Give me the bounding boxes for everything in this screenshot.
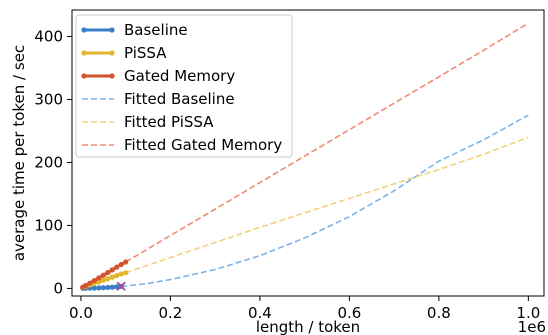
- data-point-gated-memory: [87, 280, 93, 286]
- fitted-series-group: [121, 22, 529, 288]
- x-tick-label: 0.4: [248, 304, 272, 322]
- x-tick-label: 0.8: [427, 304, 451, 322]
- marker-group: [116, 281, 126, 291]
- legend-item-fitted-gated-memory: Fitted Gated Memory: [82, 136, 282, 154]
- data-point-gated-memory: [109, 267, 115, 273]
- legend-swatch-marker: [109, 73, 115, 79]
- legend-swatch-marker: [109, 50, 115, 56]
- x-tick-label: 0.6: [337, 304, 361, 322]
- legend-label: Gated Memory: [124, 67, 235, 85]
- legend-item-fitted-pissa: Fitted PiSSA: [82, 113, 214, 131]
- data-point-baseline: [109, 284, 115, 290]
- data-point-pissa: [118, 271, 124, 277]
- data-point-baseline: [105, 284, 111, 291]
- legend: Baseline PiSSA Gated Memory Fitted Baseline…: [75, 14, 293, 158]
- x-axis-offset-text: 1e6: [518, 318, 546, 335]
- y-tick-label: 400: [34, 27, 63, 45]
- legend-label: Fitted Baseline: [124, 90, 235, 108]
- data-point-baseline: [114, 284, 120, 290]
- data-point-baseline: [100, 285, 106, 291]
- data-point-pissa: [109, 274, 115, 280]
- data-point-gated-memory: [114, 264, 120, 270]
- data-point-pissa: [96, 279, 102, 285]
- data-point-pissa: [123, 270, 129, 276]
- x-axis-label: length / token: [256, 318, 360, 335]
- data-point-gated-memory: [100, 272, 106, 278]
- legend-item-pissa: PiSSA: [81, 44, 167, 62]
- measured-series-group: [80, 259, 129, 291]
- legend-label: PiSSA: [124, 44, 167, 62]
- data-point-gated-memory: [105, 269, 111, 276]
- legend-item-baseline: Baseline: [81, 21, 188, 39]
- y-tick-label: 100: [34, 216, 63, 234]
- data-point-gated-memory: [96, 275, 102, 281]
- y-axis-label: average time per token / sec: [10, 45, 28, 261]
- legend-label: Fitted Gated Memory: [124, 136, 282, 154]
- legend-swatch-marker: [81, 73, 87, 79]
- x-tick-label: 1.0: [516, 304, 540, 322]
- y-tick-label: 0: [53, 279, 63, 297]
- legend-swatch-marker: [109, 27, 115, 33]
- x-tick-label: 0.0: [69, 304, 93, 322]
- plot-frame: [71, 9, 545, 297]
- data-point-gated-memory: [91, 277, 97, 284]
- data-point-baseline: [96, 285, 102, 291]
- data-point-pissa: [105, 276, 111, 282]
- legend-swatch-marker: [81, 27, 87, 33]
- x-axis: 0.0 0.2 0.4 0.6 0.8 1.0: [69, 296, 540, 322]
- series-line-fitted-gated-memory: [125, 22, 529, 263]
- series-line-fitted-pissa: [125, 136, 529, 274]
- y-axis: 0 100 200 300 400: [34, 27, 72, 297]
- data-point-gated-memory: [82, 283, 89, 289]
- data-point-pissa: [114, 272, 120, 279]
- x-marker: [116, 281, 126, 291]
- data-point-gated-memory: [118, 261, 124, 268]
- legend-box: [75, 14, 293, 158]
- legend-item-fitted-baseline: Fitted Baseline: [82, 90, 235, 108]
- y-tick-label: 200: [34, 153, 63, 171]
- data-point-baseline: [91, 285, 97, 291]
- data-point-pissa: [100, 277, 106, 283]
- series-line-fitted-baseline: [121, 114, 529, 288]
- data-point-gated-memory: [123, 259, 129, 265]
- legend-swatch-marker: [81, 50, 87, 56]
- legend-label: Fitted PiSSA: [124, 113, 214, 131]
- legend-label: Baseline: [124, 21, 188, 39]
- legend-item-gated-memory: Gated Memory: [81, 67, 235, 85]
- x-tick-label: 0.2: [158, 304, 182, 322]
- y-tick-label: 300: [34, 90, 63, 108]
